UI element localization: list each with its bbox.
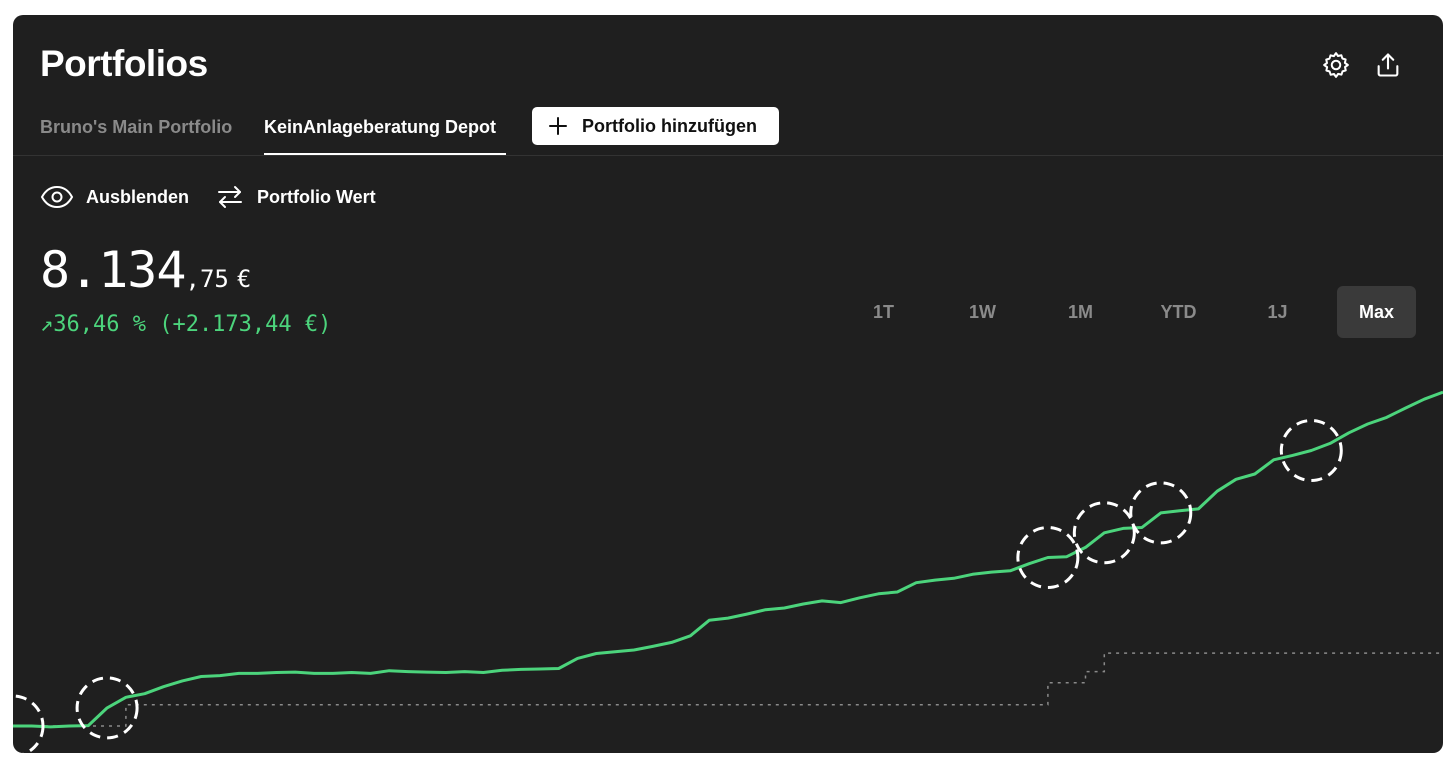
highlight-circle xyxy=(75,676,139,740)
highlight-circle xyxy=(1129,481,1193,545)
portfolio-value: 8.134,75 € xyxy=(40,241,251,299)
page-title: Portfolios xyxy=(40,43,208,84)
value-change: ↗36,46 % (+2.173,44 €) xyxy=(40,312,332,337)
range-max[interactable]: Max xyxy=(1337,286,1416,338)
hide-toggle[interactable]: Ausblenden xyxy=(40,179,189,215)
deposits-line xyxy=(13,652,1443,727)
value-mode-label: Portfolio Wert xyxy=(257,186,376,207)
share-icon[interactable] xyxy=(1372,49,1404,81)
portfolio-chart xyxy=(13,390,1443,753)
range-1w[interactable]: 1W xyxy=(969,301,996,322)
tab-brunos-main-portfolio[interactable]: Bruno's Main Portfolio xyxy=(40,117,233,137)
highlight-circle xyxy=(1072,501,1136,565)
range-ytd[interactable]: YTD xyxy=(1160,301,1197,322)
highlight-circle xyxy=(1016,526,1080,590)
range-1t[interactable]: 1T xyxy=(872,301,894,322)
plus-icon xyxy=(548,116,568,136)
swap-arrows-icon xyxy=(215,182,245,212)
value-mode-toggle[interactable]: Portfolio Wert xyxy=(215,179,376,215)
highlight-circle xyxy=(1279,419,1343,483)
highlight-circle xyxy=(13,694,45,753)
value-line xyxy=(13,390,1443,729)
eye-icon xyxy=(40,185,74,209)
range-1m[interactable]: 1M xyxy=(1067,301,1093,322)
value-currency: € xyxy=(236,265,252,293)
add-portfolio-label: Portfolio hinzufügen xyxy=(582,115,757,136)
tab-keinanlageberatung-depot[interactable]: KeinAnlageberatung Depot xyxy=(264,107,506,155)
hide-label: Ausblenden xyxy=(86,186,190,207)
tabs-divider xyxy=(13,155,1443,156)
add-portfolio-button[interactable]: Portfolio hinzufügen xyxy=(532,107,779,145)
value-integer: 8.134 xyxy=(40,241,187,299)
portfolio-card: Portfolios Bruno's Main Portfolio KeinAn… xyxy=(13,15,1443,753)
value-cents: ,75 xyxy=(185,265,229,293)
gear-icon[interactable] xyxy=(1320,49,1352,81)
range-1j[interactable]: 1J xyxy=(1267,301,1288,322)
